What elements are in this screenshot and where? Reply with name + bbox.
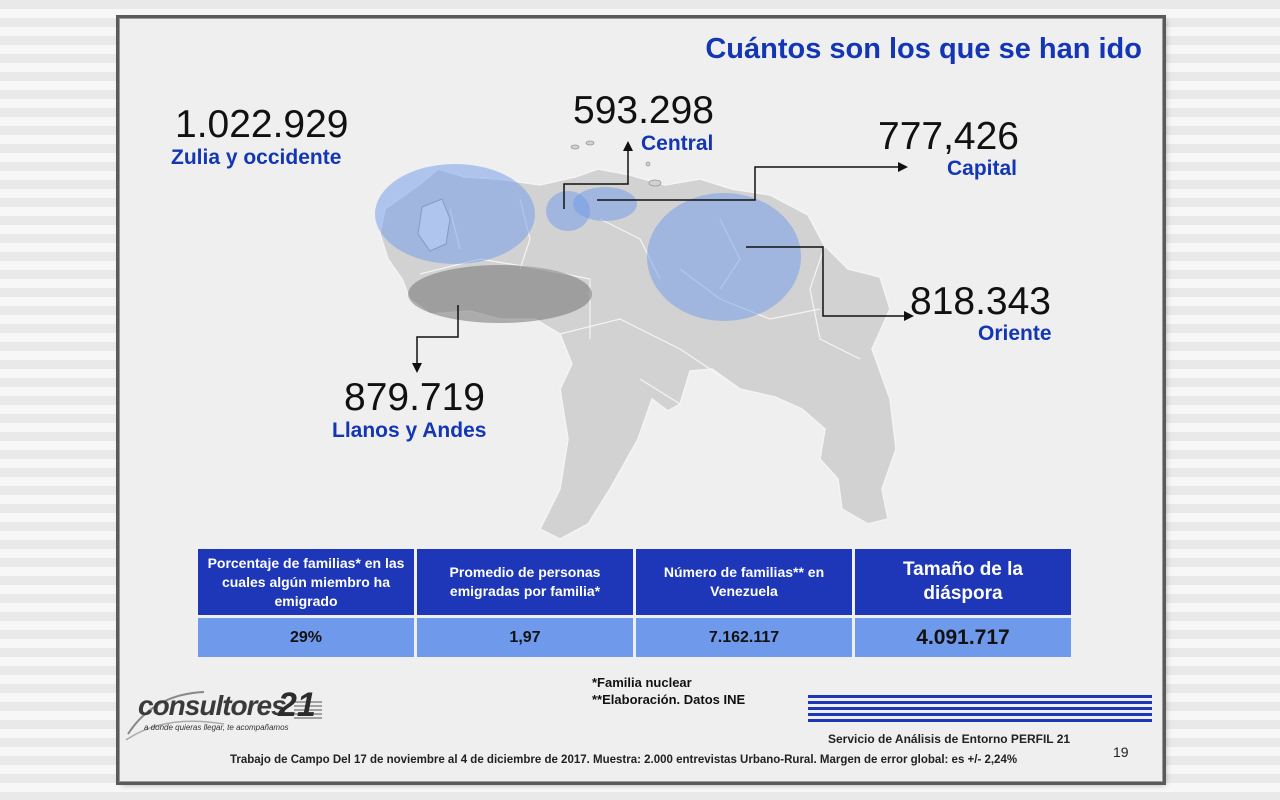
consultores-logo: consultores 21 a donde quieras llegar, t… [124, 684, 324, 744]
value-diaspora: 4.091.717 [855, 618, 1071, 657]
fieldwork-footer: Trabajo de Campo Del 17 de noviembre al … [230, 754, 1018, 766]
header-familias: Número de familias** en Venezuela [636, 549, 852, 615]
note-familia: *Familia nuclear [592, 675, 692, 690]
page-number: 19 [1113, 744, 1129, 760]
capital-arrow [597, 166, 900, 201]
table-row: 29% 1,97 7.162.117 4.091.717 [198, 618, 1071, 657]
decorative-stripes [808, 695, 1152, 725]
notes: *Familia nuclear **Elaboración. Datos IN… [592, 674, 745, 708]
llanos-arrow [416, 305, 459, 365]
note-elaboracion: **Elaboración. Datos INE [592, 692, 746, 707]
logo-name: consultores [138, 690, 287, 721]
capital-value: 777,426 [878, 115, 1019, 158]
oriente-label: Oriente [978, 322, 1052, 345]
header-porcentaje: Porcentaje de familias* en las cuales al… [198, 549, 414, 615]
llanos-bubble [408, 265, 592, 323]
zulia-bubble [375, 164, 535, 264]
value-promedio: 1,97 [417, 618, 633, 657]
value-familias: 7.162.117 [636, 618, 852, 657]
capital-label: Capital [947, 157, 1018, 180]
value-porcentaje: 29% [198, 618, 414, 657]
oriente-bubble [647, 193, 801, 321]
logo-swoosh-icon [125, 691, 322, 741]
central-value: 593.298 [573, 89, 714, 132]
llanos-label: Llanos y Andes [332, 419, 487, 442]
venezuela-map [375, 140, 914, 540]
llanos-value: 879.719 [344, 376, 485, 419]
islands [570, 140, 662, 187]
oriente-arrow [746, 246, 906, 317]
capital-bubble [573, 187, 637, 221]
diaspora-table: Porcentaje de familias* en las cuales al… [195, 546, 1074, 660]
slide-title: Cuántos son los que se han ido [705, 33, 1142, 65]
header-promedio: Promedio de personas emigradas por famil… [417, 549, 633, 615]
central-label: Central [641, 132, 714, 155]
table-header-row: Porcentaje de familias* en las cuales al… [198, 549, 1071, 615]
zulia-value: 1.022.929 [175, 103, 349, 146]
central-arrow [563, 149, 629, 209]
logo-number: 21 [278, 686, 316, 724]
zulia-label: Zulia y occidente [171, 146, 342, 169]
logo-tagline: a donde quieras llegar, te acompañamos [144, 723, 289, 732]
service-text: Servicio de Análisis de Entorno PERFIL 2… [828, 732, 1071, 746]
oriente-value: 818.343 [910, 280, 1051, 323]
header-diaspora: Tamaño de la diáspora [855, 549, 1071, 615]
slide: Cuántos son los que se han ido [119, 18, 1163, 782]
